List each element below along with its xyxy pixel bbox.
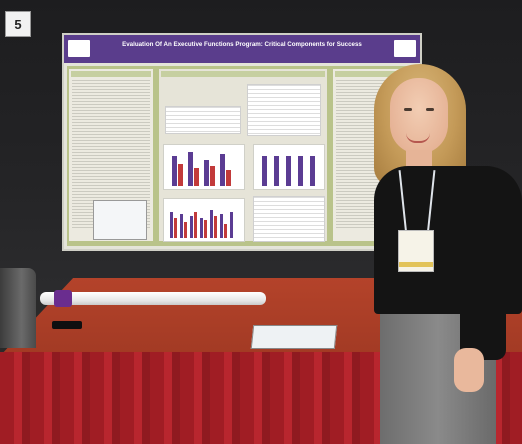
poster-table (247, 84, 321, 136)
poster-header: Evaluation Of An Executive Functions Pro… (64, 35, 420, 63)
university-logo-icon (68, 40, 90, 57)
chair (0, 268, 36, 348)
poster-tube (40, 292, 266, 305)
university-logo-icon (394, 40, 416, 57)
name-badge (398, 230, 434, 272)
poster-bar-chart (253, 144, 325, 190)
handout-sheet (250, 325, 338, 349)
phone-icon (52, 321, 82, 329)
poster-bar-chart (163, 198, 245, 242)
poster-infographic (93, 200, 147, 240)
presenter-arm (460, 210, 506, 360)
poster-table (165, 106, 241, 134)
presenter (368, 60, 522, 444)
poster-tube-cap (54, 290, 72, 307)
research-poster: Evaluation Of An Executive Functions Pro… (62, 33, 422, 251)
eye (426, 108, 434, 111)
presenter-hand (454, 348, 484, 392)
poster-bar-chart (163, 144, 245, 190)
poster-table (253, 196, 325, 242)
poster-title: Evaluation Of An Executive Functions Pro… (122, 41, 362, 48)
eye (404, 108, 412, 111)
booth-number-sign: 5 (5, 11, 31, 37)
smile (406, 133, 430, 143)
poster-body (67, 66, 417, 246)
